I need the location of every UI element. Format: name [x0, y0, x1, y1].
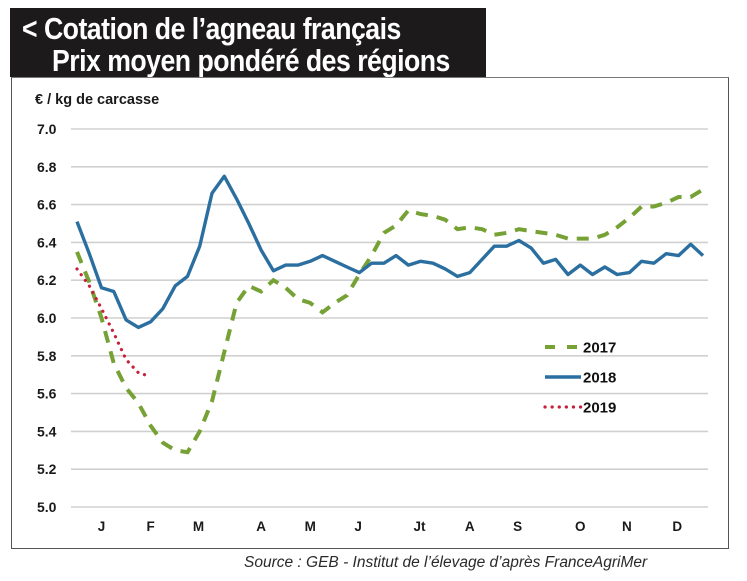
x-tick-label: N: [622, 519, 632, 534]
source-note: Source : GEB - Institut de l’élevage d’a…: [244, 554, 648, 571]
chart-title-line2: Prix moyen pondéré des régions: [52, 43, 450, 78]
x-tick-label: M: [193, 519, 204, 534]
legend: 2017 2018 2019: [543, 340, 616, 417]
x-tick-label: J: [98, 519, 106, 534]
x-axis-ticks: J F M A M J Jt A S O N D: [98, 519, 683, 534]
legend-label: 2018: [583, 370, 616, 387]
y-axis-ticks: 7.0 6.8 6.6 6.4 6.2 6.0 5.8 5.6 5.4 5.2 5.0: [37, 121, 57, 515]
series-group: [75, 174, 705, 455]
x-tick-label: A: [256, 519, 266, 534]
gridlines: [71, 128, 708, 508]
x-tick-label: O: [575, 519, 586, 534]
series-line-2018: [75, 174, 705, 330]
chart-frame: [11, 77, 729, 549]
y-tick-label: 7.0: [37, 121, 57, 137]
legend-label: 2017: [583, 340, 616, 357]
legend-label: 2019: [583, 400, 616, 417]
title-banner: < Cotation de l’agneau français Prix moy…: [10, 8, 486, 78]
x-tick-label: M: [305, 519, 316, 534]
x-tick-label: J: [354, 519, 362, 534]
series-line-2019: [75, 267, 147, 377]
chart-title-line1: < Cotation de l’agneau français: [22, 11, 401, 46]
y-tick-label: 5.8: [37, 348, 57, 364]
x-tick-label: Jt: [413, 519, 426, 534]
y-tick-label: 6.4: [37, 234, 57, 250]
y-tick-label: 6.6: [37, 197, 57, 213]
series-line-2017: [75, 187, 705, 455]
y-tick-label: 6.8: [37, 159, 57, 175]
x-tick-label: D: [672, 519, 682, 534]
y-axis-label: € / kg de carcasse: [35, 92, 159, 108]
y-tick-label: 6.2: [37, 272, 57, 288]
x-tick-label: S: [513, 519, 522, 534]
y-tick-label: 5.4: [37, 423, 57, 439]
y-tick-label: 5.2: [37, 461, 57, 477]
x-tick-label: F: [147, 519, 155, 534]
y-tick-label: 6.0: [37, 310, 57, 326]
x-tick-label: A: [465, 519, 475, 534]
y-tick-label: 5.6: [37, 386, 57, 402]
y-tick-label: 5.0: [37, 499, 57, 515]
